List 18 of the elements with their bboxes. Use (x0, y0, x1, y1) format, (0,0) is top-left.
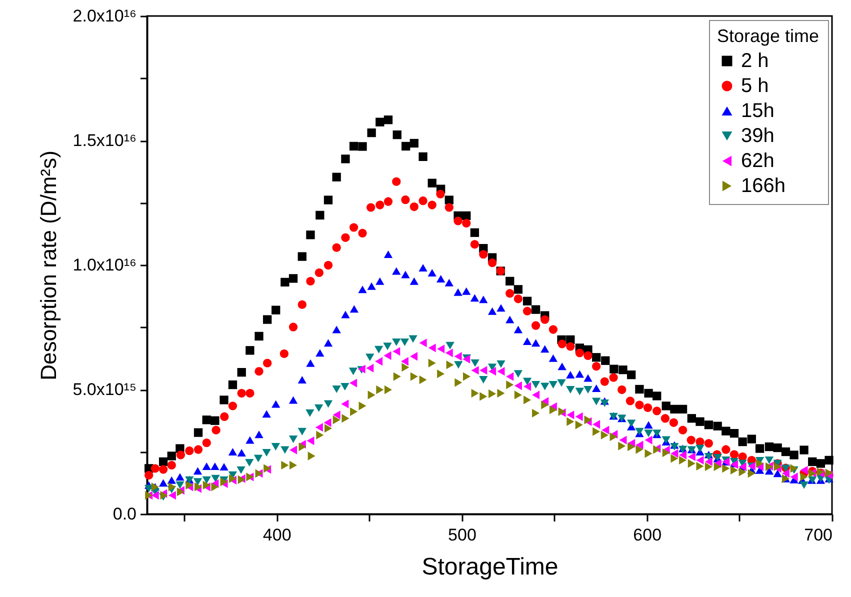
x-tick-label: 600 (633, 526, 662, 544)
y-tick-label: 1.0x10¹⁶ (72, 256, 136, 274)
x-axis-title: StorageTime (422, 554, 558, 580)
legend-title: Storage time (717, 26, 820, 46)
legend-label: 39h (741, 125, 774, 147)
x-tick-label: 400 (262, 526, 292, 544)
legend-label: 62h (741, 150, 774, 172)
legend-label: 166h (741, 175, 786, 197)
legend-label: 2 h (741, 50, 769, 72)
y-tick-label: 5.0x10¹⁵ (72, 380, 136, 399)
x-tick-label: 500 (448, 526, 476, 544)
y-axis-title: Desorption rate (D/m²s) (36, 150, 61, 380)
y-tick-label: 0.0 (112, 504, 136, 524)
y-tick-label: 2.0x10¹⁶ (72, 6, 136, 26)
x-tick-label: 700 (804, 526, 832, 544)
legend-label: 15h (741, 100, 774, 122)
y-tick-label: 1.5x10¹⁶ (72, 131, 136, 150)
legend-label: 5 h (741, 75, 769, 97)
